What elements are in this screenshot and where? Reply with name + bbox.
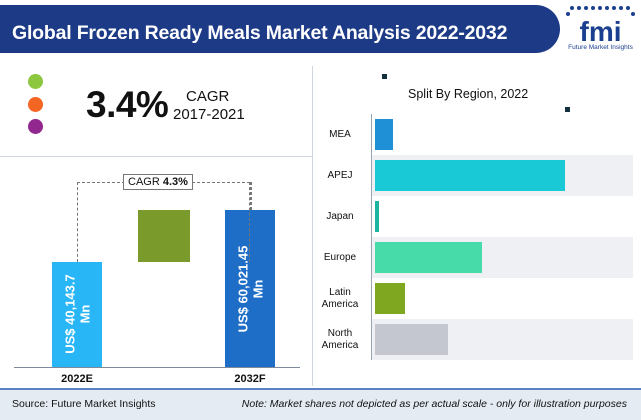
region-bar [375, 283, 405, 314]
bar-value-label: US$ 40,143.7 Mn [62, 274, 92, 355]
cagr-growth-value: 4.3% [162, 176, 188, 188]
growth-increment-bar [138, 210, 190, 262]
title-banner: Global Frozen Ready Meals Market Analysi… [0, 5, 560, 53]
region-label-line: MEA [329, 128, 351, 140]
region-label-line: America [321, 298, 359, 310]
region-label: APEJ [310, 170, 370, 182]
legend-dot-purple [28, 119, 43, 134]
region-label-line: America [321, 339, 359, 351]
region-bar [375, 242, 482, 273]
market-size-axis [14, 367, 300, 368]
footer-rule [0, 388, 641, 390]
region-chart-title: Split By Region, 2022 [408, 87, 529, 101]
cagr-growth-box: CAGR 4.3% [123, 174, 193, 190]
region-label-line: Japan [326, 210, 354, 222]
region-bar [375, 160, 565, 191]
decor-square [565, 107, 570, 112]
year-label: 2032F [234, 373, 266, 385]
cagr-value: 3.4% [86, 84, 169, 125]
fmi-logo: fmi Future Market Insights [560, 0, 641, 60]
year-label: 2022E [61, 373, 93, 385]
legend-dot-orange [28, 97, 43, 112]
region-label-line: North [327, 327, 353, 339]
region-label: Latin America [310, 287, 370, 311]
region-row-band [372, 196, 633, 237]
fmi-logo-mark: fmi [566, 6, 635, 44]
footer [0, 388, 641, 420]
region-label: Japan [310, 211, 370, 223]
cagr-growth-label: CAGR [128, 176, 163, 188]
region-label: MEA [310, 129, 370, 141]
region-bar [375, 119, 394, 150]
footer-note: Note: Market shares not depicted as per … [241, 398, 627, 410]
legend-dot-green [28, 74, 43, 89]
region-label: Europe [310, 252, 370, 264]
cagr-bracket-right [250, 182, 252, 210]
region-label-line: Europe [323, 251, 357, 263]
cagr-label: CAGR [186, 88, 230, 105]
decor-square [382, 74, 387, 79]
market-size-bar: US$ 60,021.45 Mn [225, 210, 275, 367]
region-label: North America [310, 328, 370, 352]
market-size-bar: US$ 40,143.7 Mn [52, 261, 102, 367]
section-divider [0, 156, 312, 157]
region-chart-baseline [371, 114, 372, 360]
source-text: Source: Future Market Insights [12, 398, 156, 410]
region-row-band [372, 114, 633, 155]
region-bar [375, 324, 448, 355]
page-title: Global Frozen Ready Meals Market Analysi… [12, 22, 508, 44]
cagr-bracket [77, 182, 250, 262]
region-row-band [372, 278, 633, 319]
vertical-divider [312, 66, 313, 386]
header: Global Frozen Ready Meals Market Analysi… [0, 0, 641, 60]
region-bar [375, 201, 379, 232]
cagr-period: 2017-2021 [173, 106, 245, 123]
logo-subtext: Future Market Insights [568, 44, 633, 51]
logo-text: fmi [580, 16, 622, 44]
region-label-line: Latin [329, 286, 351, 298]
region-label-line: APEJ [327, 169, 353, 181]
